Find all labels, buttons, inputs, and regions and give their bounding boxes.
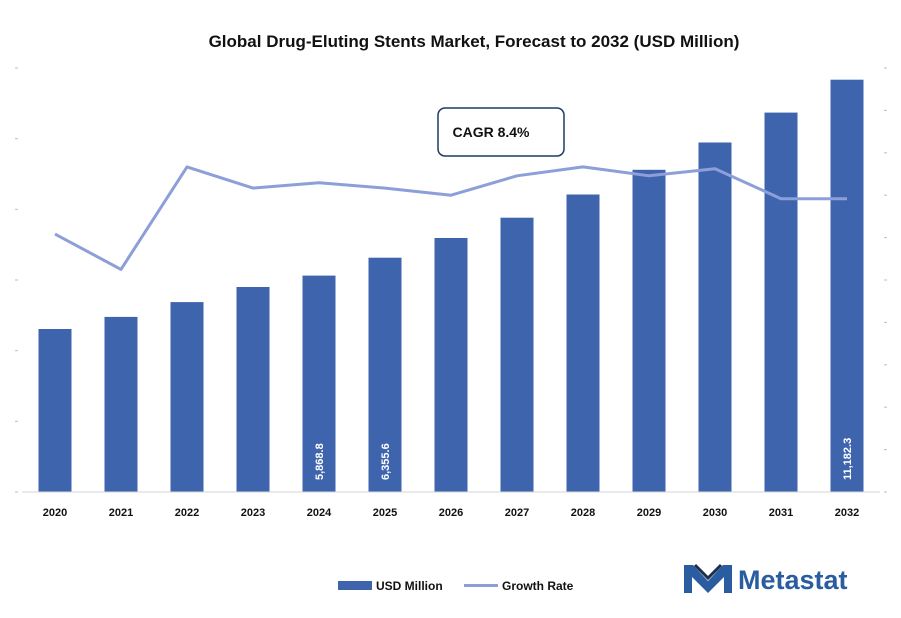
data-label-2024: 5,868.8 [314, 443, 326, 480]
bar-2020 [38, 329, 72, 492]
bar-data-labels: 5,868.8 6,355.6 11,182.3 [314, 438, 854, 480]
bar-2024 [302, 275, 336, 492]
metastat-logo-mark [684, 563, 732, 593]
bar-2022 [170, 302, 204, 492]
bar-2027 [500, 217, 534, 492]
x-tick-2020: 2020 [43, 507, 67, 519]
x-tick-2026: 2026 [439, 507, 463, 519]
x-tick-2028: 2028 [571, 507, 595, 519]
x-tick-2030: 2030 [703, 507, 727, 519]
data-label-2025: 6,355.6 [380, 443, 392, 480]
x-tick-2025: 2025 [373, 507, 397, 519]
axis-minor-ticks [15, 67, 887, 493]
bar-2023 [236, 287, 270, 492]
x-axis-tick-labels: 2020 2021 2022 2023 2024 2025 2026 2027 2028 2029… [43, 507, 859, 519]
metastat-logo-text: Metastat [738, 565, 848, 595]
bar-2026 [434, 238, 468, 492]
legend: USD Million Growth Rate [338, 579, 574, 593]
metastat-logo: Metastat [684, 563, 848, 595]
legend-bar-label: USD Million [376, 579, 443, 593]
legend-bar-swatch [338, 581, 372, 590]
cagr-callout-box [437, 107, 565, 157]
x-tick-2027: 2027 [505, 507, 529, 519]
x-tick-2023: 2023 [241, 507, 265, 519]
chart-title: Global Drug-Eluting Stents Market, Forec… [209, 32, 740, 51]
bar-2028 [566, 194, 600, 492]
bar-series [38, 79, 864, 493]
bar-2030 [698, 142, 732, 492]
bar-2031 [764, 112, 798, 492]
bar-2021 [104, 316, 138, 492]
cagr-callout: CAGR 8.4% [437, 107, 565, 157]
data-label-2032: 11,182.3 [842, 438, 854, 480]
x-tick-2022: 2022 [175, 507, 199, 519]
x-tick-2021: 2021 [109, 507, 133, 519]
bar-2025 [368, 257, 402, 492]
x-tick-2024: 2024 [307, 507, 332, 519]
x-tick-2031: 2031 [769, 507, 793, 519]
bar-2029 [632, 169, 666, 493]
bar-2032 [830, 79, 864, 492]
growth-rate-line [54, 165, 847, 271]
x-tick-2029: 2029 [637, 507, 661, 519]
x-tick-2032: 2032 [835, 507, 859, 519]
legend-line-label: Growth Rate [502, 579, 574, 593]
cagr-callout-text: CAGR 8.4% [452, 124, 530, 140]
